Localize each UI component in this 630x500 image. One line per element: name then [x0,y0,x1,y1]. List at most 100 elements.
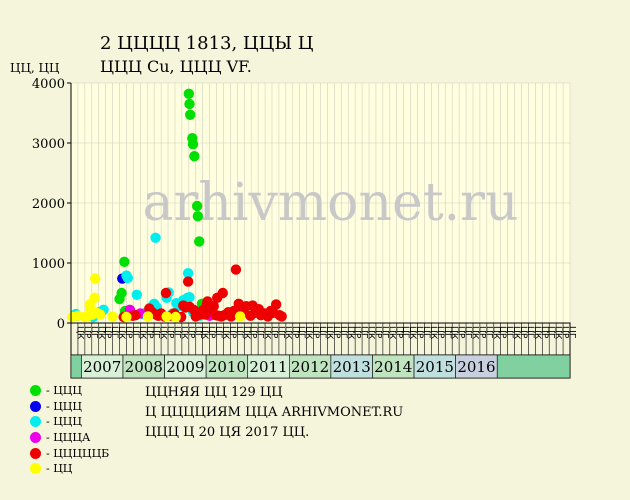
x-half-label: ЦГ [442,326,452,338]
watermark: arhivmonet.ru [142,173,518,233]
x-half-label: ЦГ [525,326,535,338]
data-point [161,311,172,322]
x-half-label: ЦГ [463,326,473,338]
data-point [182,276,194,287]
data-point [94,309,106,320]
legend-label: - ЦЦЦА [46,431,91,445]
x-half-label: ЦГ [379,326,389,338]
x-half-label: ЦК [490,326,500,340]
x-half-label: ЦГ [359,326,369,338]
x-half-label: ЦГ [400,326,410,338]
data-point [89,292,100,303]
data-point [276,311,287,322]
data-point [191,200,203,212]
x-half-label: ЦР [331,326,341,339]
x-half-label: ЦГ [151,326,161,338]
grid [70,82,571,324]
info-source: Ц ЦЦЦЦИЯМ ЦЦА ARHIVMONET.RU [145,405,404,420]
data-point [234,311,246,322]
x-half-label: ЦР [414,326,424,339]
x-half-label: ЦГ [546,326,556,338]
chart-subtitle: ЦЦЦ Cu, ЦЦЦ VF. [100,57,252,76]
y-tick-label: 1000 [32,257,65,272]
x-half-label: ЦР [518,326,528,339]
x-half-label: ЦГ [234,326,244,338]
y-axis-unit: ЦЦ, ЦЦ [10,61,60,75]
data-point [270,299,282,310]
data-point [187,139,199,150]
x-axis-band: ЦКЦРЦГЦКЦРЦГЦКЦРЦГЦКЦРЦГЦКЦРЦГЦКЦРЦГЦКЦР… [70,322,577,379]
legend-item: - ЦЦЦЦЦБ [30,445,109,461]
x-half-label: ЦГ [567,326,577,338]
legend-marker [30,385,41,397]
data-point [119,256,130,267]
x-band-filler [496,354,571,379]
x-half-label: ЦР [185,326,195,339]
x-half-label: ЦК [137,326,147,340]
x-half-label: ЦК [116,326,126,340]
x-half-label: ЦК [345,326,355,340]
x-half-label: ЦК [262,326,272,340]
legend-marker [30,416,41,428]
legend-item: - ЦЦЦ [30,414,109,430]
legend-item: - ЦЦЦ [30,383,109,399]
chart-title: 2 ЦЦЦЦ 1813, ЦЦЫ Ц [100,33,314,54]
x-half-label: ЦК [428,326,438,340]
x-half-label: ЦГ [338,326,348,338]
year-label: 2010 [208,358,246,376]
legend-label: - ЦЦЦ [46,415,82,429]
data-point [130,310,141,321]
data-point [160,287,172,299]
x-half-label: ЦГ [421,326,431,338]
x-half-label: ЦК [241,326,251,340]
x-half-label: ЦК [386,326,396,340]
data-point [184,98,195,110]
x-band-filler [70,354,82,379]
x-half-label: ЦР [310,326,320,339]
data-point [122,272,134,284]
x-half-label: ЦР [81,326,91,339]
data-point [107,311,118,322]
data-point [217,287,228,299]
x-half-label: ЦГ [213,326,223,338]
legend-label: - ЦЦ [46,462,73,476]
x-half-label: ЦР [476,326,486,339]
x-half-label: ЦР [144,326,154,339]
data-point [90,273,101,284]
data-point [150,232,161,243]
x-half-label: ЦР [435,326,445,339]
y-tick-label: 4000 [32,77,65,92]
axes: 0 1000 2000 3000 4000 [32,77,72,332]
data-point [194,236,205,247]
data-point [131,289,143,300]
year-label: 2014 [374,358,412,376]
data-point [170,311,181,323]
data-point [182,268,194,279]
legend-label: - ЦЦЦ [46,384,82,398]
legend: - ЦЦЦ - ЦЦЦ - ЦЦЦ - ЦЦЦА - ЦЦЦЦЦБ - ЦЦ [30,383,109,477]
x-half-label: ЦР [539,326,549,339]
x-half-label: ЦР [206,326,216,339]
info-average-price: ЦЦНЯЯ ЦЦ 129 ЦЦ [145,385,283,400]
legend-marker [30,400,41,412]
x-half-label: ЦГ [483,326,493,338]
legend-item: - ЦЦЦА [30,430,109,446]
x-half-label: ЦР [248,326,258,339]
legend-marker [30,432,41,444]
x-half-label: ЦГ [296,326,306,338]
data-point [208,301,219,312]
x-half-label: ЦГ [88,326,98,338]
info-block: ЦЦНЯЯ ЦЦ 129 ЦЦ Ц ЦЦЦЦИЯМ ЦЦА ARHIVMONET… [145,383,403,443]
x-half-label: ЦК [407,326,417,340]
y-tick-label: 0 [57,317,65,332]
x-half-label: ЦР [560,326,570,339]
x-half-label: ЦР [393,326,403,339]
data-point [230,264,242,275]
x-half-label: ЦР [497,326,507,339]
x-half-label: ЦК [366,326,376,340]
legend-item: - ЦЦЦ [30,399,109,415]
data-point [142,311,154,322]
x-half-label: ЦК [158,326,168,340]
year-label: 2011 [249,358,287,376]
